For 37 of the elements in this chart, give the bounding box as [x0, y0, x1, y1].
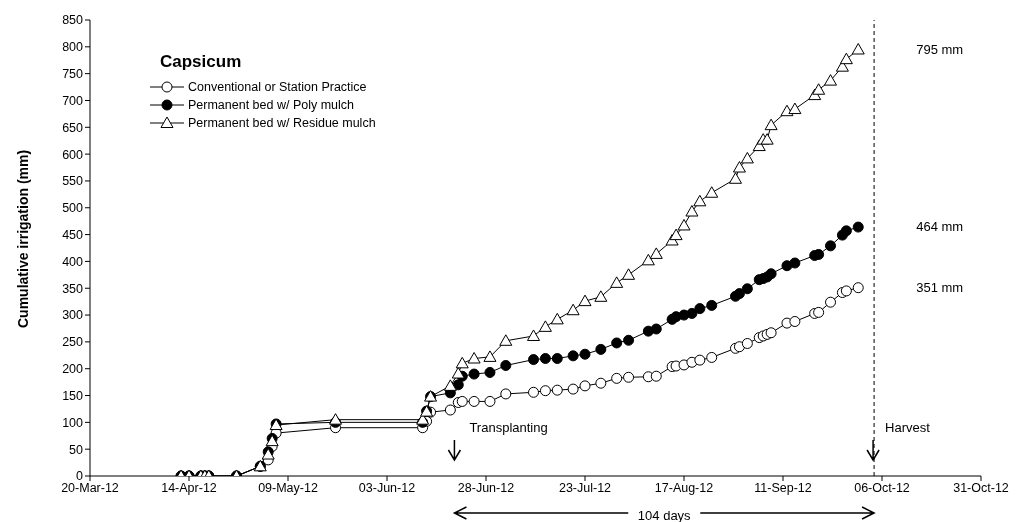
annotation: 464 mm — [916, 219, 964, 235]
y-tick-label: 200 — [62, 362, 84, 377]
y-tick-label: 450 — [62, 228, 84, 243]
y-tick-label: 250 — [62, 335, 84, 350]
y-axis-title: Cumulative irrigation (mm) — [14, 149, 31, 328]
x-tick-label: 14-Apr-12 — [161, 480, 217, 495]
annotation: 795 mm — [916, 41, 964, 57]
y-tick-label: 100 — [62, 415, 84, 430]
y-tick-label: 50 — [69, 442, 84, 457]
text: Capsicum — [160, 52, 242, 72]
y-tick-label: 500 — [62, 201, 84, 216]
x-tick-label: 31-Oct-12 — [953, 480, 1009, 495]
y-tick-label: 750 — [62, 67, 84, 82]
y-tick-label: 350 — [62, 281, 84, 296]
y-tick-label: 600 — [62, 147, 84, 162]
x-tick-label: 23-Jul-12 — [558, 480, 612, 495]
y-tick-label: 400 — [62, 254, 84, 269]
y-tick-label: 800 — [62, 40, 84, 55]
ref-line-label: Harvest — [885, 420, 931, 435]
legend-label: Conventional or Station Practice — [188, 80, 367, 94]
annotation: Transplanting — [469, 420, 548, 435]
y-tick-label: 650 — [62, 120, 84, 135]
x-tick-label: 06-Oct-12 — [854, 480, 910, 495]
annotation: 351 mm — [916, 279, 964, 295]
x-tick-label: 03-Jun-12 — [358, 480, 416, 495]
legend-label: Permanent bed w/ Residue mulch — [188, 116, 376, 130]
y-tick-label: 300 — [62, 308, 84, 323]
y-tick-label: 700 — [62, 93, 84, 108]
y-tick-label: 550 — [62, 174, 84, 189]
x-tick-label: 11-Sep-12 — [754, 480, 812, 495]
x-tick-label: 17-Aug-12 — [654, 480, 714, 495]
y-tick-label: 850 — [62, 13, 84, 28]
x-tick-label: 28-Jun-12 — [457, 480, 515, 495]
y-tick-label: 150 — [62, 388, 84, 403]
text: 104 days — [637, 508, 692, 522]
legend-label: Permanent bed w/ Poly mulch — [188, 98, 355, 112]
x-tick-label: 09-May-12 — [258, 480, 318, 495]
